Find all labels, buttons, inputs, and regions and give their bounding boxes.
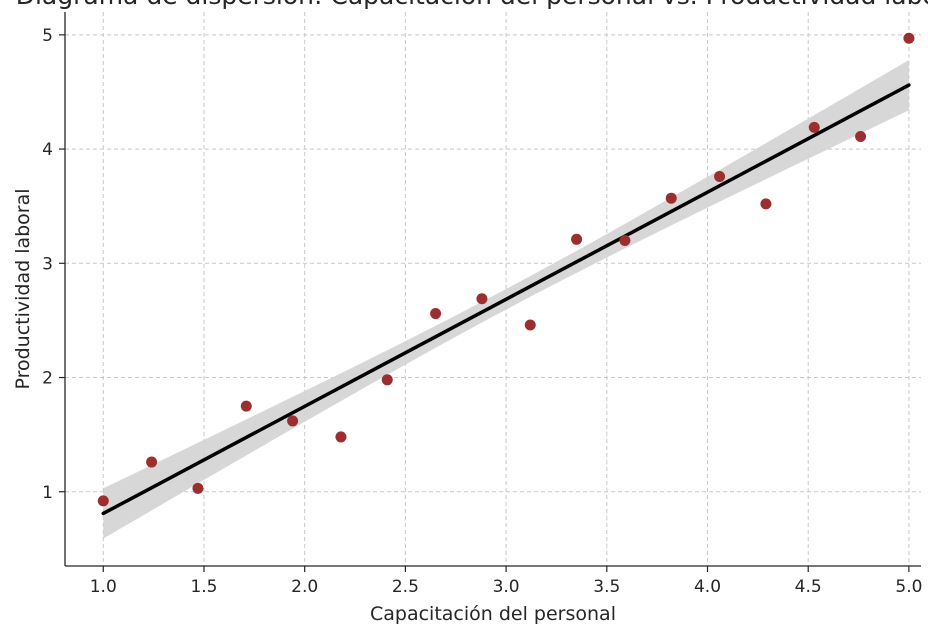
data-point bbox=[381, 374, 393, 386]
grid-lines bbox=[65, 12, 921, 566]
y-axis-ticks: 1 2 3 4 5 bbox=[42, 26, 65, 503]
axes-frame bbox=[64, 12, 921, 567]
data-point bbox=[240, 400, 252, 412]
data-point bbox=[430, 308, 442, 320]
y-axis-label: Productividad laboral bbox=[12, 188, 34, 389]
chart-title: Diagrama de dispersión: Capacitación del… bbox=[16, 0, 928, 10]
data-point bbox=[146, 456, 158, 468]
data-point bbox=[335, 431, 347, 443]
y-tick-label: 3 bbox=[42, 254, 53, 274]
data-point bbox=[619, 234, 631, 246]
data-point bbox=[808, 121, 820, 133]
data-point bbox=[287, 415, 299, 427]
x-axis-label: Capacitación del personal bbox=[370, 603, 616, 625]
x-axis-ticks: 1.0 1.5 2.0 2.5 3.0 3.5 4.0 4.5 5.0 bbox=[90, 566, 922, 597]
data-point bbox=[524, 319, 536, 331]
data-point bbox=[571, 233, 583, 245]
x-tick-label: 5.0 bbox=[895, 577, 922, 597]
data-point bbox=[714, 170, 726, 182]
y-tick-label: 1 bbox=[42, 483, 53, 503]
data-point bbox=[476, 293, 488, 305]
x-tick-label: 2.5 bbox=[392, 577, 419, 597]
x-tick-label: 1.5 bbox=[190, 577, 217, 597]
data-point bbox=[97, 495, 109, 507]
data-points bbox=[97, 32, 915, 507]
y-tick-label: 5 bbox=[42, 26, 53, 46]
x-tick-label: 2.0 bbox=[291, 577, 318, 597]
data-point bbox=[760, 198, 772, 210]
x-tick-label: 3.0 bbox=[493, 577, 520, 597]
data-point bbox=[192, 482, 204, 494]
x-tick-label: 3.5 bbox=[593, 577, 620, 597]
y-tick-label: 2 bbox=[42, 369, 53, 389]
x-tick-label: 4.5 bbox=[795, 577, 822, 597]
data-point bbox=[855, 131, 867, 143]
data-point bbox=[665, 192, 677, 204]
x-tick-label: 1.0 bbox=[90, 577, 117, 597]
data-point bbox=[903, 32, 915, 44]
regression-line bbox=[101, 83, 911, 516]
x-tick-label: 4.0 bbox=[694, 577, 721, 597]
y-tick-label: 4 bbox=[42, 140, 53, 160]
